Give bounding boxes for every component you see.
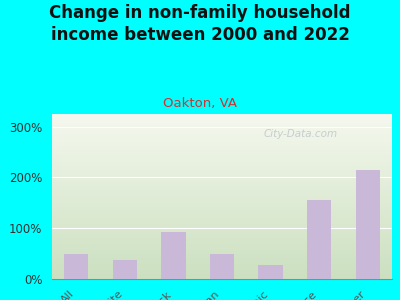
Bar: [64, 254, 88, 279]
Bar: [161, 232, 186, 279]
Text: Oakton, VA: Oakton, VA: [163, 98, 237, 110]
Text: City-Data.com: City-Data.com: [263, 129, 337, 139]
Bar: [258, 265, 283, 279]
Bar: [356, 170, 380, 279]
Bar: [210, 254, 234, 279]
Bar: [307, 200, 331, 279]
Bar: [113, 260, 137, 279]
Text: Change in non-family household
income between 2000 and 2022: Change in non-family household income be…: [49, 4, 351, 44]
